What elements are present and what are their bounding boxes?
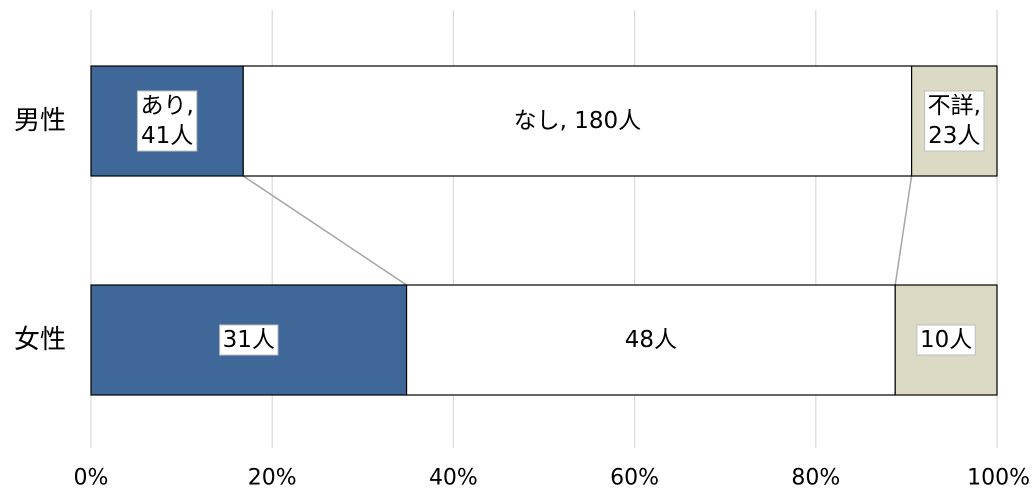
x-tick-label: 0% bbox=[74, 466, 109, 491]
data-label-box bbox=[916, 324, 976, 356]
data-label-text: 不詳, 23人 bbox=[928, 93, 981, 149]
data-label: なし, 180人 bbox=[514, 108, 642, 134]
bar-segment bbox=[90, 65, 244, 177]
data-label: 48人 bbox=[625, 327, 677, 353]
data-label-box bbox=[136, 90, 198, 152]
x-tick-label: 40% bbox=[429, 466, 478, 491]
data-label-text: 10人 bbox=[920, 327, 972, 353]
bars bbox=[90, 65, 998, 396]
category-label: 女性 bbox=[14, 325, 66, 355]
data-label-text: 31人 bbox=[223, 327, 275, 353]
bar-segment bbox=[405, 284, 896, 396]
data-label-text: あり, 41人 bbox=[140, 93, 193, 149]
x-tick-label: 80% bbox=[791, 466, 840, 491]
data-label: 10人 bbox=[916, 324, 976, 356]
data-label: 31人 bbox=[219, 324, 279, 356]
x-tick-label: 60% bbox=[610, 466, 659, 491]
data-label: あり, 41人 bbox=[136, 90, 198, 152]
data-label-text: 48人 bbox=[625, 327, 677, 353]
series-lines bbox=[242, 175, 913, 286]
series-line bbox=[894, 175, 913, 286]
series-line bbox=[242, 175, 407, 286]
data-label-box bbox=[219, 324, 279, 356]
data-labels: あり, 41人 なし, 180人 不詳, 23人 31人 48人 10人 bbox=[136, 90, 985, 356]
data-label-box bbox=[924, 90, 985, 152]
x-tick-label: 20% bbox=[248, 466, 297, 491]
value-axis: 0% 20% 40% 60% 80% 100% bbox=[74, 466, 1030, 491]
category-label: 男性 bbox=[14, 106, 66, 136]
x-tick-label: 100% bbox=[967, 466, 1030, 491]
data-label: 不詳, 23人 bbox=[924, 90, 985, 152]
data-label-text: なし, 180人 bbox=[514, 108, 642, 134]
